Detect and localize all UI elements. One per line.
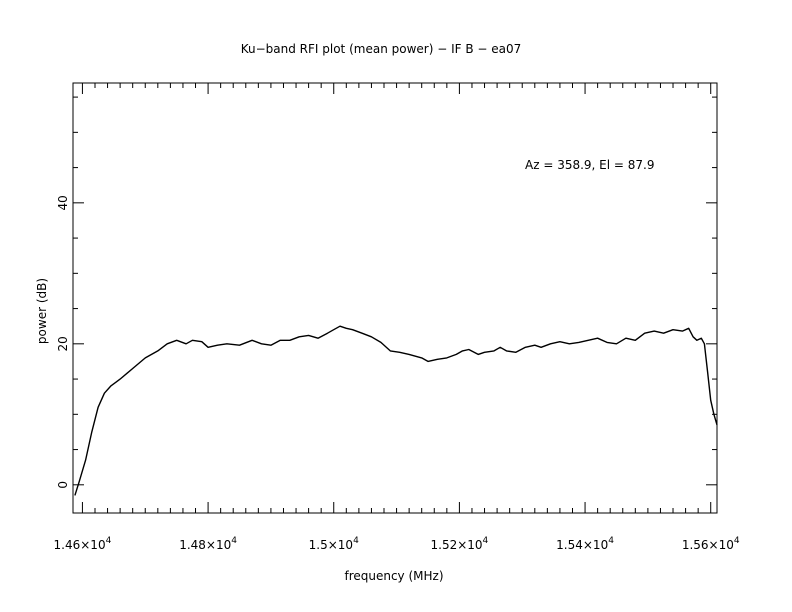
y-axis-label: power (dB) [35, 278, 49, 344]
x-tick-label: 1.52×104 [431, 536, 489, 552]
x-tick-label: 1.48×104 [179, 536, 237, 552]
x-tick-label: 1.54×104 [556, 536, 614, 552]
x-tick-label: 1.46×104 [54, 536, 112, 552]
power-series-line [74, 325, 718, 496]
y-tick-label: 40 [56, 195, 70, 210]
x-axis-label: frequency (MHz) [344, 569, 443, 583]
x-tick-label: 1.5×104 [309, 536, 359, 552]
x-tick-label: 1.56×104 [682, 536, 740, 552]
chart-title: Ku−band RFI plot (mean power) − IF B − e… [241, 42, 522, 56]
y-tick-label: 0 [56, 481, 70, 489]
plot-frame [72, 82, 718, 514]
az-el-annotation: Az = 358.9, El = 87.9 [525, 158, 655, 172]
y-tick-label: 20 [56, 336, 70, 351]
